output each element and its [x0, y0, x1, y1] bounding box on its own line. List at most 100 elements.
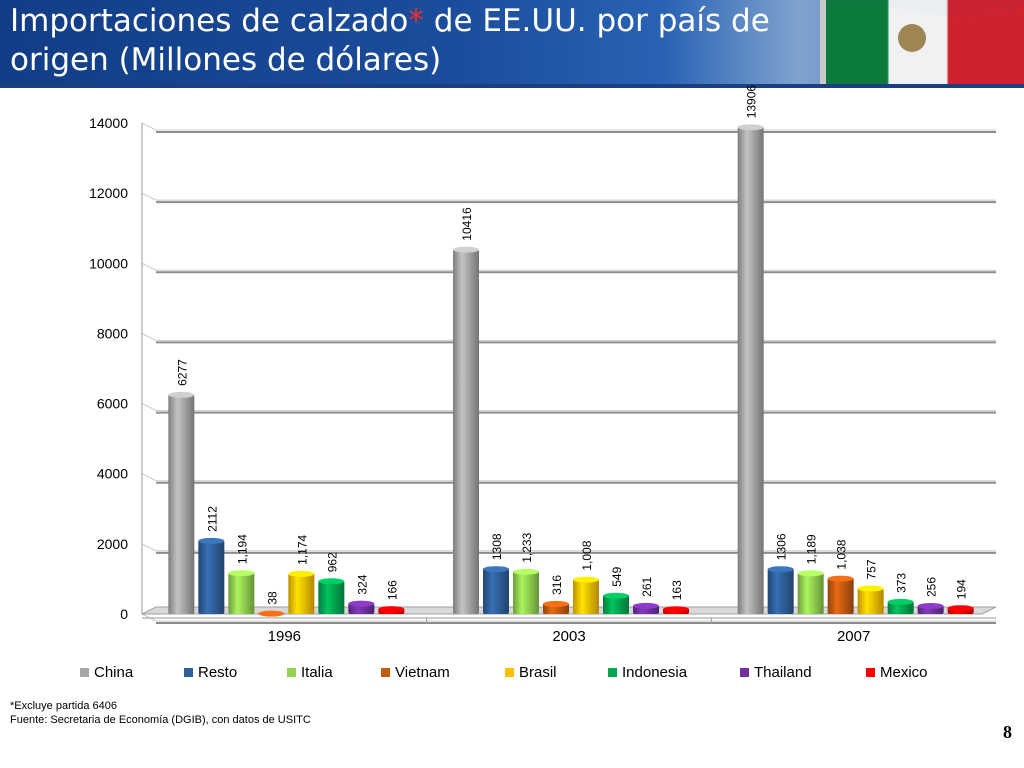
bar-top-china-2003: [453, 246, 479, 253]
y-tick-label: 4000: [97, 466, 128, 482]
y-tick-label: 14000: [89, 115, 128, 131]
data-label: 194: [955, 579, 969, 599]
gridline-side: [141, 543, 157, 552]
bar-resto-2007: [767, 568, 794, 614]
data-label: 1,008: [580, 540, 594, 570]
bar-top-italia-2007: [797, 570, 824, 577]
title-part-2: de EE.UU. por país de origen (Millones d…: [10, 3, 770, 78]
bar-brasil-2003: [573, 578, 599, 614]
bar-top-mexico-2007: [947, 605, 974, 612]
bar-chart: 0 2000 4000 6000 8000 10000 12000 14000 1996 2003…: [89, 85, 997, 645]
legend-swatch: [381, 668, 390, 677]
data-label: 13906: [745, 85, 759, 119]
legend-label: Thailand: [754, 664, 812, 681]
legend-label: Resto: [198, 664, 238, 681]
legend-item-thailand: Thailand: [740, 664, 812, 681]
bar-top-brasil-2007: [857, 585, 884, 592]
data-label: 38: [265, 591, 279, 605]
gridline-side: [141, 403, 157, 412]
bar-top-china-1996: [168, 391, 195, 398]
bar-top-mexico-2003: [663, 606, 689, 613]
legend-swatch: [505, 668, 514, 677]
y-tick-label: 6000: [97, 396, 128, 412]
slide-header: Importaciones de calzado* de EE.UU. por …: [0, 0, 1024, 84]
data-label: 549: [610, 566, 624, 586]
x-category-label: 2007: [837, 628, 870, 645]
legend-swatch: [80, 668, 89, 677]
legend-item-italia: Italia: [287, 664, 333, 681]
bar-italia-2003: [513, 570, 539, 614]
gridline-side: [141, 332, 157, 341]
gridline-side: [141, 473, 157, 482]
bar-top-brasil-2003: [573, 576, 599, 583]
title-part-1: Importaciones de calzado: [10, 3, 409, 39]
data-label: 1,174: [295, 534, 309, 564]
legend-item-brasil: Brasil: [505, 664, 557, 681]
data-label: 373: [895, 573, 909, 593]
data-label: 256: [925, 577, 939, 597]
data-label: 316: [550, 575, 564, 595]
bar-brasil-1996: [288, 572, 315, 614]
bar-top-thailand-2007: [917, 603, 944, 610]
y-tick-label: 8000: [97, 325, 128, 341]
gridline-side: [141, 192, 157, 201]
data-label: 2112: [205, 506, 219, 532]
y-tick-label: 10000: [89, 255, 128, 271]
bar-top-vietnam-2007: [827, 575, 854, 582]
legend-label: Mexico: [880, 664, 928, 681]
chart-legend: China Resto Italia Vietnam Brasil Indonesia Th…: [0, 660, 1024, 684]
bar-top-mexico-1996: [378, 606, 405, 613]
legend-item-vietnam: Vietnam: [381, 664, 450, 681]
bar-resto-2003: [483, 568, 509, 614]
y-tick-label: 0: [120, 606, 128, 622]
footnote-source: Fuente: Secretaria de Economía (DGIB), c…: [10, 714, 311, 726]
footnote-exclusion: *Excluye partida 6406: [10, 700, 118, 712]
bar-indonesia-2003: [603, 594, 629, 614]
gridline-side: [141, 262, 157, 271]
data-label: 324: [355, 574, 369, 594]
bar-top-italia-1996: [228, 570, 255, 577]
data-label: 1306: [775, 533, 789, 560]
data-label: 757: [865, 559, 879, 579]
data-label: 1,189: [805, 534, 819, 564]
bar-top-resto-2003: [483, 566, 509, 573]
legend-item-resto: Resto: [184, 664, 237, 681]
footnote: *Excluye partida 6406 Fuente: Secretaria…: [10, 699, 311, 727]
legend-swatch: [608, 668, 617, 677]
header-divider: [0, 84, 1024, 88]
y-tick-label: 12000: [89, 185, 128, 201]
legend-label: Brasil: [519, 664, 557, 681]
bar-top-indonesia-1996: [318, 578, 345, 585]
data-label: 166: [385, 580, 399, 600]
bar-top-indonesia-2003: [603, 592, 629, 599]
bar-top-thailand-2003: [633, 602, 659, 609]
bar-top-brasil-1996: [288, 570, 315, 577]
data-label: 1,038: [835, 539, 849, 569]
legend-swatch: [866, 668, 875, 677]
bar-top-thailand-1996: [348, 600, 375, 607]
x-category-label: 1996: [268, 628, 301, 645]
title-asterisk: *: [408, 3, 424, 39]
data-label: 1308: [490, 533, 504, 560]
legend-label: China: [94, 664, 134, 681]
data-label: 1,233: [520, 532, 534, 562]
bar-china-2003: [453, 248, 479, 615]
legend-swatch: [287, 668, 296, 677]
legend-swatch: [184, 668, 193, 677]
legend-swatch: [740, 668, 749, 677]
bar-top-china-2007: [737, 124, 764, 131]
bar-italia-1996: [228, 572, 255, 614]
bar-brasil-2007: [857, 587, 884, 614]
legend-item-china: China: [80, 664, 133, 681]
legend-label: Italia: [301, 664, 333, 681]
bar-top-resto-2007: [767, 566, 794, 573]
bar-indonesia-1996: [318, 580, 345, 614]
legend-label: Indonesia: [622, 664, 688, 681]
legend-item-indonesia: Indonesia: [608, 664, 687, 681]
bar-vietnam-2007: [827, 577, 854, 614]
data-label: 163: [670, 580, 684, 600]
y-tick-label: 2000: [97, 536, 128, 552]
data-label: 1,194: [235, 534, 249, 564]
bar-italia-2007: [797, 572, 824, 614]
bar-china-1996: [168, 393, 195, 614]
